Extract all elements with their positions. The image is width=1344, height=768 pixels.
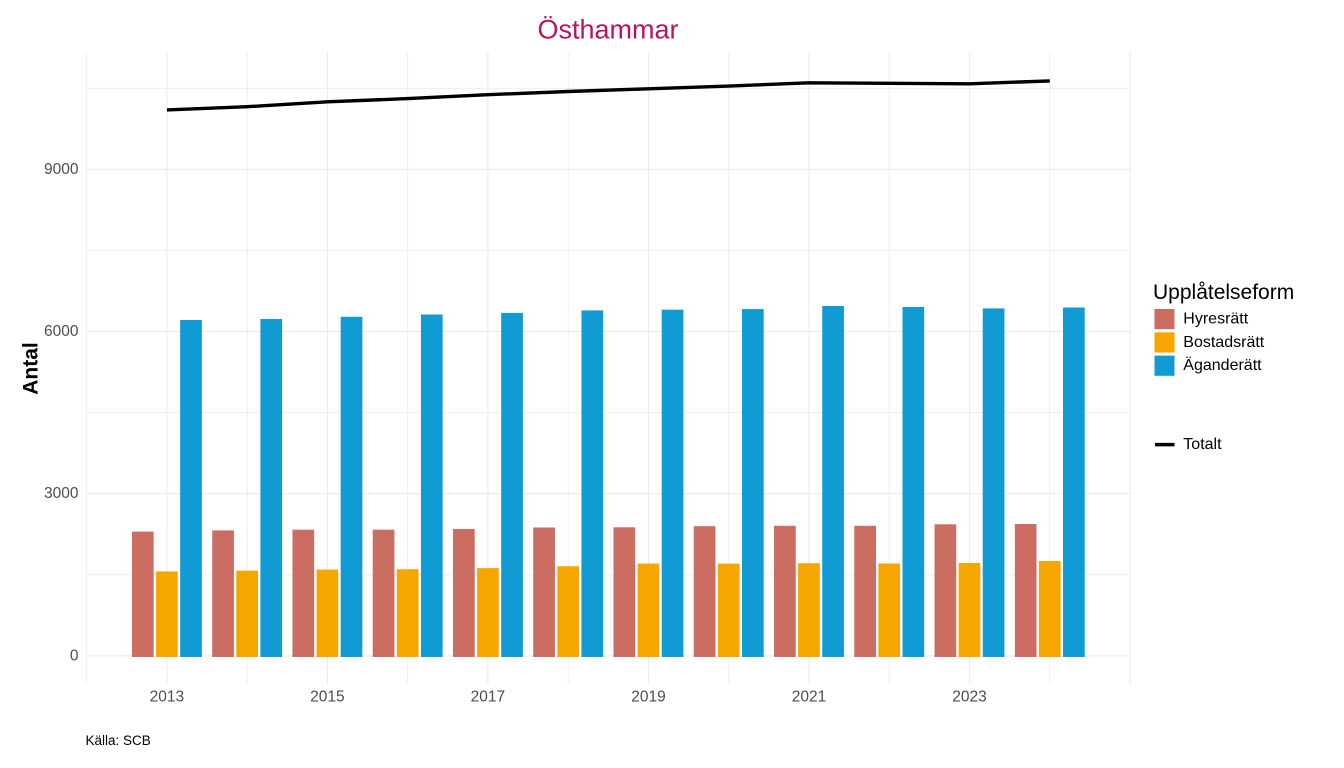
svg-text:0: 0 <box>70 647 79 664</box>
svg-text:3000: 3000 <box>44 485 79 502</box>
svg-text:Antal: Antal <box>20 342 43 395</box>
svg-text:2017: 2017 <box>471 689 505 706</box>
svg-text:9000: 9000 <box>44 161 79 178</box>
svg-text:2013: 2013 <box>150 689 184 706</box>
svg-text:Östhammar: Östhammar <box>537 15 678 45</box>
svg-text:Källa: SCB: Källa: SCB <box>86 733 151 748</box>
svg-text:2015: 2015 <box>310 689 344 706</box>
svg-text:Totalt: Totalt <box>1183 436 1222 453</box>
svg-text:6000: 6000 <box>44 323 79 340</box>
svg-text:2023: 2023 <box>952 689 986 706</box>
svg-text:Upplåtelseform: Upplåtelseform <box>1153 281 1294 304</box>
svg-text:2021: 2021 <box>792 689 826 706</box>
svg-text:Bostadsrätt: Bostadsrätt <box>1183 334 1264 351</box>
svg-text:2019: 2019 <box>631 689 665 706</box>
svg-text:Äganderätt: Äganderätt <box>1183 356 1262 374</box>
svg-text:Hyresrätt: Hyresrätt <box>1183 311 1248 328</box>
